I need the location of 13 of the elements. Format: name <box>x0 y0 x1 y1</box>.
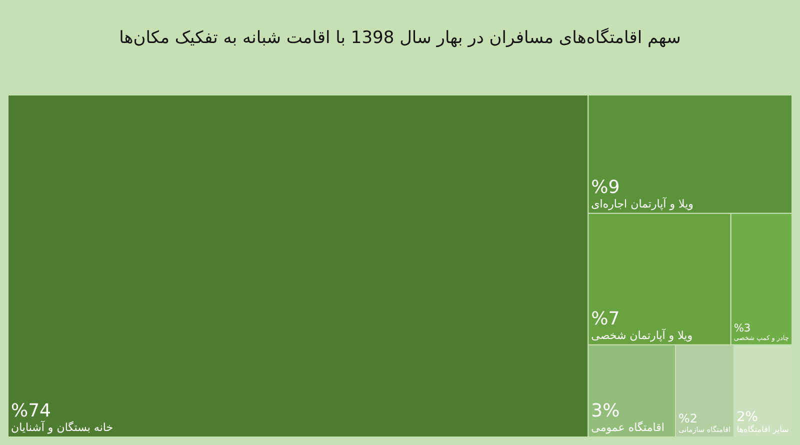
category-label: سایر اقامتگاه‌ها <box>736 424 790 434</box>
data-label: %9 <box>591 177 620 198</box>
data-label: %74 <box>11 400 52 422</box>
text: سهم اقامتگاه‌های مسافران در بهار سال 1398 با اقامت شبانه به تفکیک مکان‌ها <box>119 27 681 48</box>
category-label: اقامتگاه عمومی <box>591 421 664 434</box>
data-label: 2% <box>736 410 758 426</box>
data-label: 3% <box>591 400 620 422</box>
data-label: %3 <box>734 322 751 335</box>
category-label: ویلا و آپارتمان شخصی <box>591 328 693 342</box>
category-label: خانه بستگان و آشنایان <box>11 420 114 434</box>
data-label: %2 <box>678 412 698 426</box>
data-label: %7 <box>591 308 620 330</box>
category-label: ویلا و آپارتمان اجاره‌ای <box>591 196 694 210</box>
